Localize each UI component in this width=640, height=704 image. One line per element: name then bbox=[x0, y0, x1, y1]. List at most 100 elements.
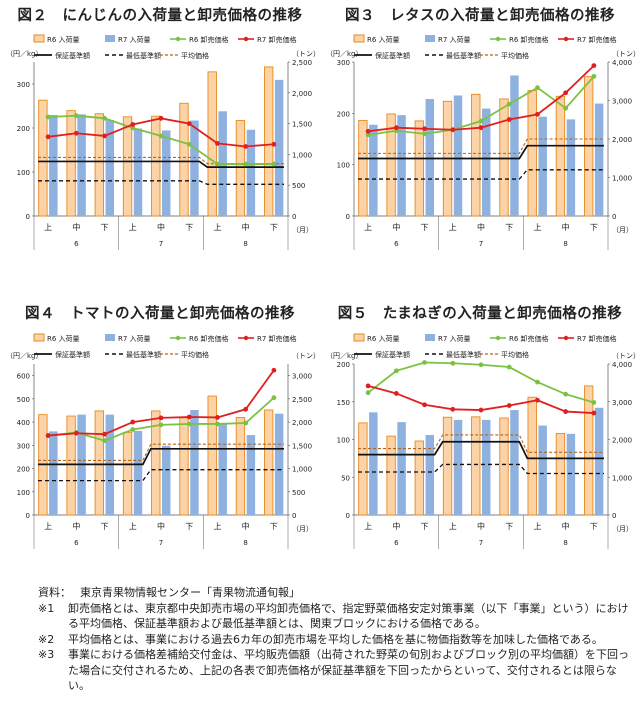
x-tick-label: 上 bbox=[129, 522, 137, 531]
y-tick-right: 1,500 bbox=[292, 442, 312, 450]
point-r7-price bbox=[535, 111, 540, 117]
legend-marker bbox=[495, 335, 501, 341]
point-r7-price bbox=[535, 397, 540, 403]
x-axis-unit: （月） bbox=[612, 525, 633, 533]
bar-r7-volume bbox=[162, 130, 171, 216]
legend-marker bbox=[243, 36, 249, 42]
x-tick-label: 下 bbox=[270, 223, 278, 232]
chart-panel-carrot: 図２ にんじんの入荷量と卸売価格の推移 R6 入荷量 R7 入荷量 R6 卸売価格 R… bbox=[0, 0, 320, 290]
y-tick-right: 1,500 bbox=[292, 121, 312, 129]
bar-r7-volume bbox=[77, 114, 86, 216]
y-axis-label-right: （トン） bbox=[612, 352, 640, 360]
legend-label: R6 卸売価格 bbox=[509, 334, 549, 343]
x-tick-label: 中 bbox=[562, 521, 570, 531]
y-tick-left: 200 bbox=[17, 466, 30, 474]
y-tick-left: 200 bbox=[337, 361, 350, 369]
legend-label: R6 卸売価格 bbox=[189, 334, 229, 343]
bar-r7-volume bbox=[538, 116, 547, 216]
x-tick-label: 中 bbox=[157, 521, 165, 531]
bar-r7-volume bbox=[453, 419, 463, 515]
y-tick-right: 1,000 bbox=[292, 466, 312, 474]
point-r7-price bbox=[591, 410, 597, 416]
y-axis-label-right: （トン） bbox=[612, 50, 640, 58]
bar-r6-volume bbox=[66, 415, 76, 516]
x-tick-label: 下 bbox=[185, 522, 193, 531]
note-label: ※1 bbox=[38, 601, 55, 615]
legend-marker bbox=[175, 335, 181, 341]
y-tick-right: 0 bbox=[292, 512, 296, 520]
y-tick-left: 600 bbox=[17, 373, 30, 381]
y-tick-left: 50 bbox=[341, 474, 350, 482]
point-r6-price bbox=[535, 85, 540, 91]
x-axis-unit: （月） bbox=[612, 226, 633, 234]
point-r6-price bbox=[186, 421, 192, 427]
average-line bbox=[38, 443, 284, 461]
x-tick-label: 中 bbox=[242, 222, 250, 232]
legend-label: 保証基準額 bbox=[375, 350, 410, 359]
guarantee-line bbox=[38, 447, 284, 466]
minimum-line bbox=[38, 469, 284, 482]
point-r6-price bbox=[215, 421, 220, 427]
point-r6-price bbox=[563, 105, 569, 111]
minimum-line bbox=[358, 463, 604, 475]
x-tick-label: 上 bbox=[213, 223, 221, 232]
point-r7-price bbox=[271, 367, 277, 373]
legend-label: 平均価格 bbox=[501, 51, 529, 60]
point-r6-price bbox=[393, 368, 399, 374]
x-tick-label: 中 bbox=[392, 222, 400, 232]
note-label: 資料： bbox=[38, 586, 71, 599]
point-r6-price bbox=[478, 118, 484, 124]
y-axis-label-left: （円／kg） bbox=[326, 50, 363, 58]
guarantee-line bbox=[38, 160, 284, 169]
minimum-line bbox=[38, 180, 284, 185]
y-axis-label-right: （トン） bbox=[292, 50, 320, 58]
bar-r6-volume bbox=[555, 433, 566, 516]
x-tick-label: 上 bbox=[533, 223, 541, 232]
x-tick-label: 下 bbox=[505, 223, 513, 232]
x-tick-label: 上 bbox=[449, 223, 457, 232]
legend-label: R7 卸売価格 bbox=[577, 35, 617, 44]
y-tick-left: 100 bbox=[17, 489, 30, 497]
point-r6-price bbox=[102, 438, 107, 444]
chart-title: 図３ レタスの入荷量と卸売価格の推移 bbox=[345, 8, 615, 24]
legend-label: R7 入荷量 bbox=[118, 35, 151, 44]
x-tick-label: 下 bbox=[421, 522, 429, 531]
chart-title: 図２ にんじんの入荷量と卸売価格の推移 bbox=[17, 8, 303, 24]
bar-r7-volume bbox=[482, 108, 491, 216]
bar-r7-volume bbox=[49, 114, 58, 216]
bar-r7-volume bbox=[510, 75, 519, 216]
y-tick-right: 1,000 bbox=[292, 151, 312, 159]
y-tick-right: 2,000 bbox=[292, 90, 312, 98]
bar-r6-volume bbox=[471, 416, 481, 516]
x-tick-label: 下 bbox=[590, 223, 598, 232]
point-r7-price bbox=[422, 126, 427, 132]
bar-r7-volume bbox=[49, 431, 58, 515]
note-3: ※3 事業における価格差補給交付金は、平均販売価額（出荷された野菜の旬別およびブ… bbox=[38, 647, 634, 694]
x-tick-label: 上 bbox=[129, 223, 137, 232]
point-r7-price bbox=[478, 407, 484, 413]
bar-r7-volume bbox=[397, 422, 406, 515]
x-tick-label: 中 bbox=[157, 222, 165, 232]
point-r7-price bbox=[365, 383, 371, 389]
legend-label: 最低基準額 bbox=[446, 51, 481, 60]
point-r7-price bbox=[130, 419, 136, 425]
note-source: 資料： 東京青果物情報センター「青果物流通旬報」 bbox=[38, 585, 634, 601]
month-label: 8 bbox=[243, 240, 247, 248]
legend-swatch-r7-volume bbox=[425, 334, 435, 341]
bar-r6-volume bbox=[499, 417, 509, 516]
point-r6-price bbox=[130, 125, 136, 131]
bar-r6-volume bbox=[442, 416, 453, 516]
legend-label: 保証基準額 bbox=[55, 350, 90, 359]
y-tick-right: 0 bbox=[612, 512, 616, 520]
point-r7-price bbox=[393, 391, 399, 396]
point-r7-price bbox=[563, 409, 569, 414]
legend-swatch-r7-volume bbox=[105, 334, 115, 341]
y-tick-left: 200 bbox=[337, 110, 350, 118]
point-r6-price bbox=[365, 132, 371, 138]
point-r7-price bbox=[73, 130, 79, 136]
point-r6-price bbox=[563, 391, 569, 397]
x-axis-unit: （月） bbox=[292, 226, 313, 234]
point-r7-price bbox=[45, 134, 51, 140]
legend-label: R6 卸売価格 bbox=[509, 35, 549, 44]
chart-panel-lettuce: 図３ レタスの入荷量と卸売価格の推移 R6 入荷量 R7 入荷量 R6 卸売価格 R7… bbox=[320, 0, 640, 290]
